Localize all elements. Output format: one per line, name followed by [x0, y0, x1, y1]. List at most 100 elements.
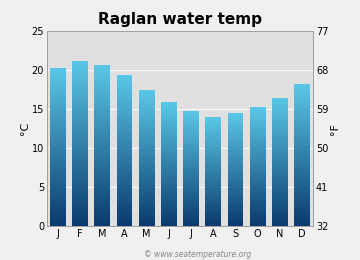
- Bar: [250, 119, 266, 120]
- Bar: [117, 205, 132, 207]
- Bar: [205, 192, 221, 193]
- Bar: [72, 183, 88, 185]
- Bar: [250, 189, 266, 190]
- Bar: [205, 166, 221, 167]
- Bar: [117, 79, 132, 81]
- Bar: [139, 138, 155, 139]
- Bar: [294, 130, 310, 132]
- Bar: [139, 206, 155, 207]
- Bar: [94, 131, 110, 133]
- Bar: [272, 115, 288, 117]
- Bar: [228, 122, 243, 123]
- Bar: [117, 113, 132, 115]
- Bar: [117, 147, 132, 149]
- Bar: [250, 198, 266, 199]
- Bar: [294, 157, 310, 159]
- Bar: [94, 147, 110, 150]
- Bar: [94, 192, 110, 194]
- Bar: [161, 110, 177, 112]
- Bar: [294, 198, 310, 200]
- Bar: [183, 167, 199, 168]
- Bar: [50, 222, 66, 224]
- Bar: [72, 197, 88, 199]
- Bar: [228, 215, 243, 216]
- Bar: [228, 139, 243, 140]
- Bar: [228, 168, 243, 170]
- Bar: [205, 141, 221, 143]
- Bar: [228, 114, 243, 116]
- Bar: [294, 200, 310, 201]
- Bar: [272, 212, 288, 213]
- Bar: [117, 128, 132, 130]
- Bar: [161, 211, 177, 212]
- Bar: [94, 152, 110, 154]
- Bar: [228, 150, 243, 151]
- Bar: [94, 71, 110, 73]
- Bar: [228, 198, 243, 199]
- Bar: [50, 107, 66, 109]
- Bar: [272, 197, 288, 199]
- Bar: [183, 121, 199, 122]
- Bar: [205, 144, 221, 146]
- Bar: [50, 188, 66, 191]
- Bar: [205, 177, 221, 178]
- Bar: [250, 174, 266, 176]
- Bar: [294, 109, 310, 111]
- Bar: [117, 101, 132, 103]
- Bar: [272, 218, 288, 220]
- Bar: [50, 92, 66, 94]
- Bar: [205, 176, 221, 177]
- Bar: [205, 132, 221, 133]
- Bar: [94, 178, 110, 180]
- Bar: [139, 196, 155, 197]
- Bar: [72, 102, 88, 104]
- Bar: [294, 173, 310, 175]
- Bar: [117, 75, 132, 77]
- Bar: [228, 134, 243, 136]
- Bar: [72, 162, 88, 164]
- Bar: [117, 200, 132, 202]
- Bar: [50, 123, 66, 125]
- Bar: [183, 132, 199, 134]
- Bar: [161, 160, 177, 161]
- Bar: [228, 136, 243, 137]
- Bar: [72, 69, 88, 71]
- Bar: [50, 157, 66, 159]
- Bar: [117, 207, 132, 209]
- Bar: [228, 147, 243, 148]
- Bar: [250, 129, 266, 131]
- Bar: [228, 204, 243, 205]
- Bar: [139, 136, 155, 138]
- Bar: [294, 224, 310, 226]
- Bar: [161, 104, 177, 105]
- Bar: [117, 188, 132, 190]
- Bar: [205, 139, 221, 140]
- Bar: [139, 110, 155, 112]
- Bar: [228, 219, 243, 220]
- Bar: [183, 205, 199, 206]
- Bar: [50, 115, 66, 117]
- Bar: [72, 135, 88, 137]
- Bar: [205, 128, 221, 129]
- Bar: [72, 172, 88, 174]
- Bar: [250, 192, 266, 193]
- Bar: [117, 98, 132, 100]
- Bar: [250, 216, 266, 217]
- Bar: [250, 137, 266, 138]
- Bar: [50, 121, 66, 123]
- Bar: [205, 117, 221, 118]
- Bar: [94, 121, 110, 123]
- Bar: [272, 215, 288, 217]
- Bar: [161, 215, 177, 217]
- Bar: [161, 203, 177, 205]
- Bar: [161, 170, 177, 172]
- Bar: [205, 219, 221, 221]
- Bar: [294, 152, 310, 153]
- Bar: [250, 134, 266, 135]
- Bar: [161, 133, 177, 135]
- Bar: [294, 219, 310, 221]
- Bar: [72, 185, 88, 187]
- Bar: [183, 145, 199, 147]
- Bar: [183, 220, 199, 222]
- Bar: [161, 105, 177, 107]
